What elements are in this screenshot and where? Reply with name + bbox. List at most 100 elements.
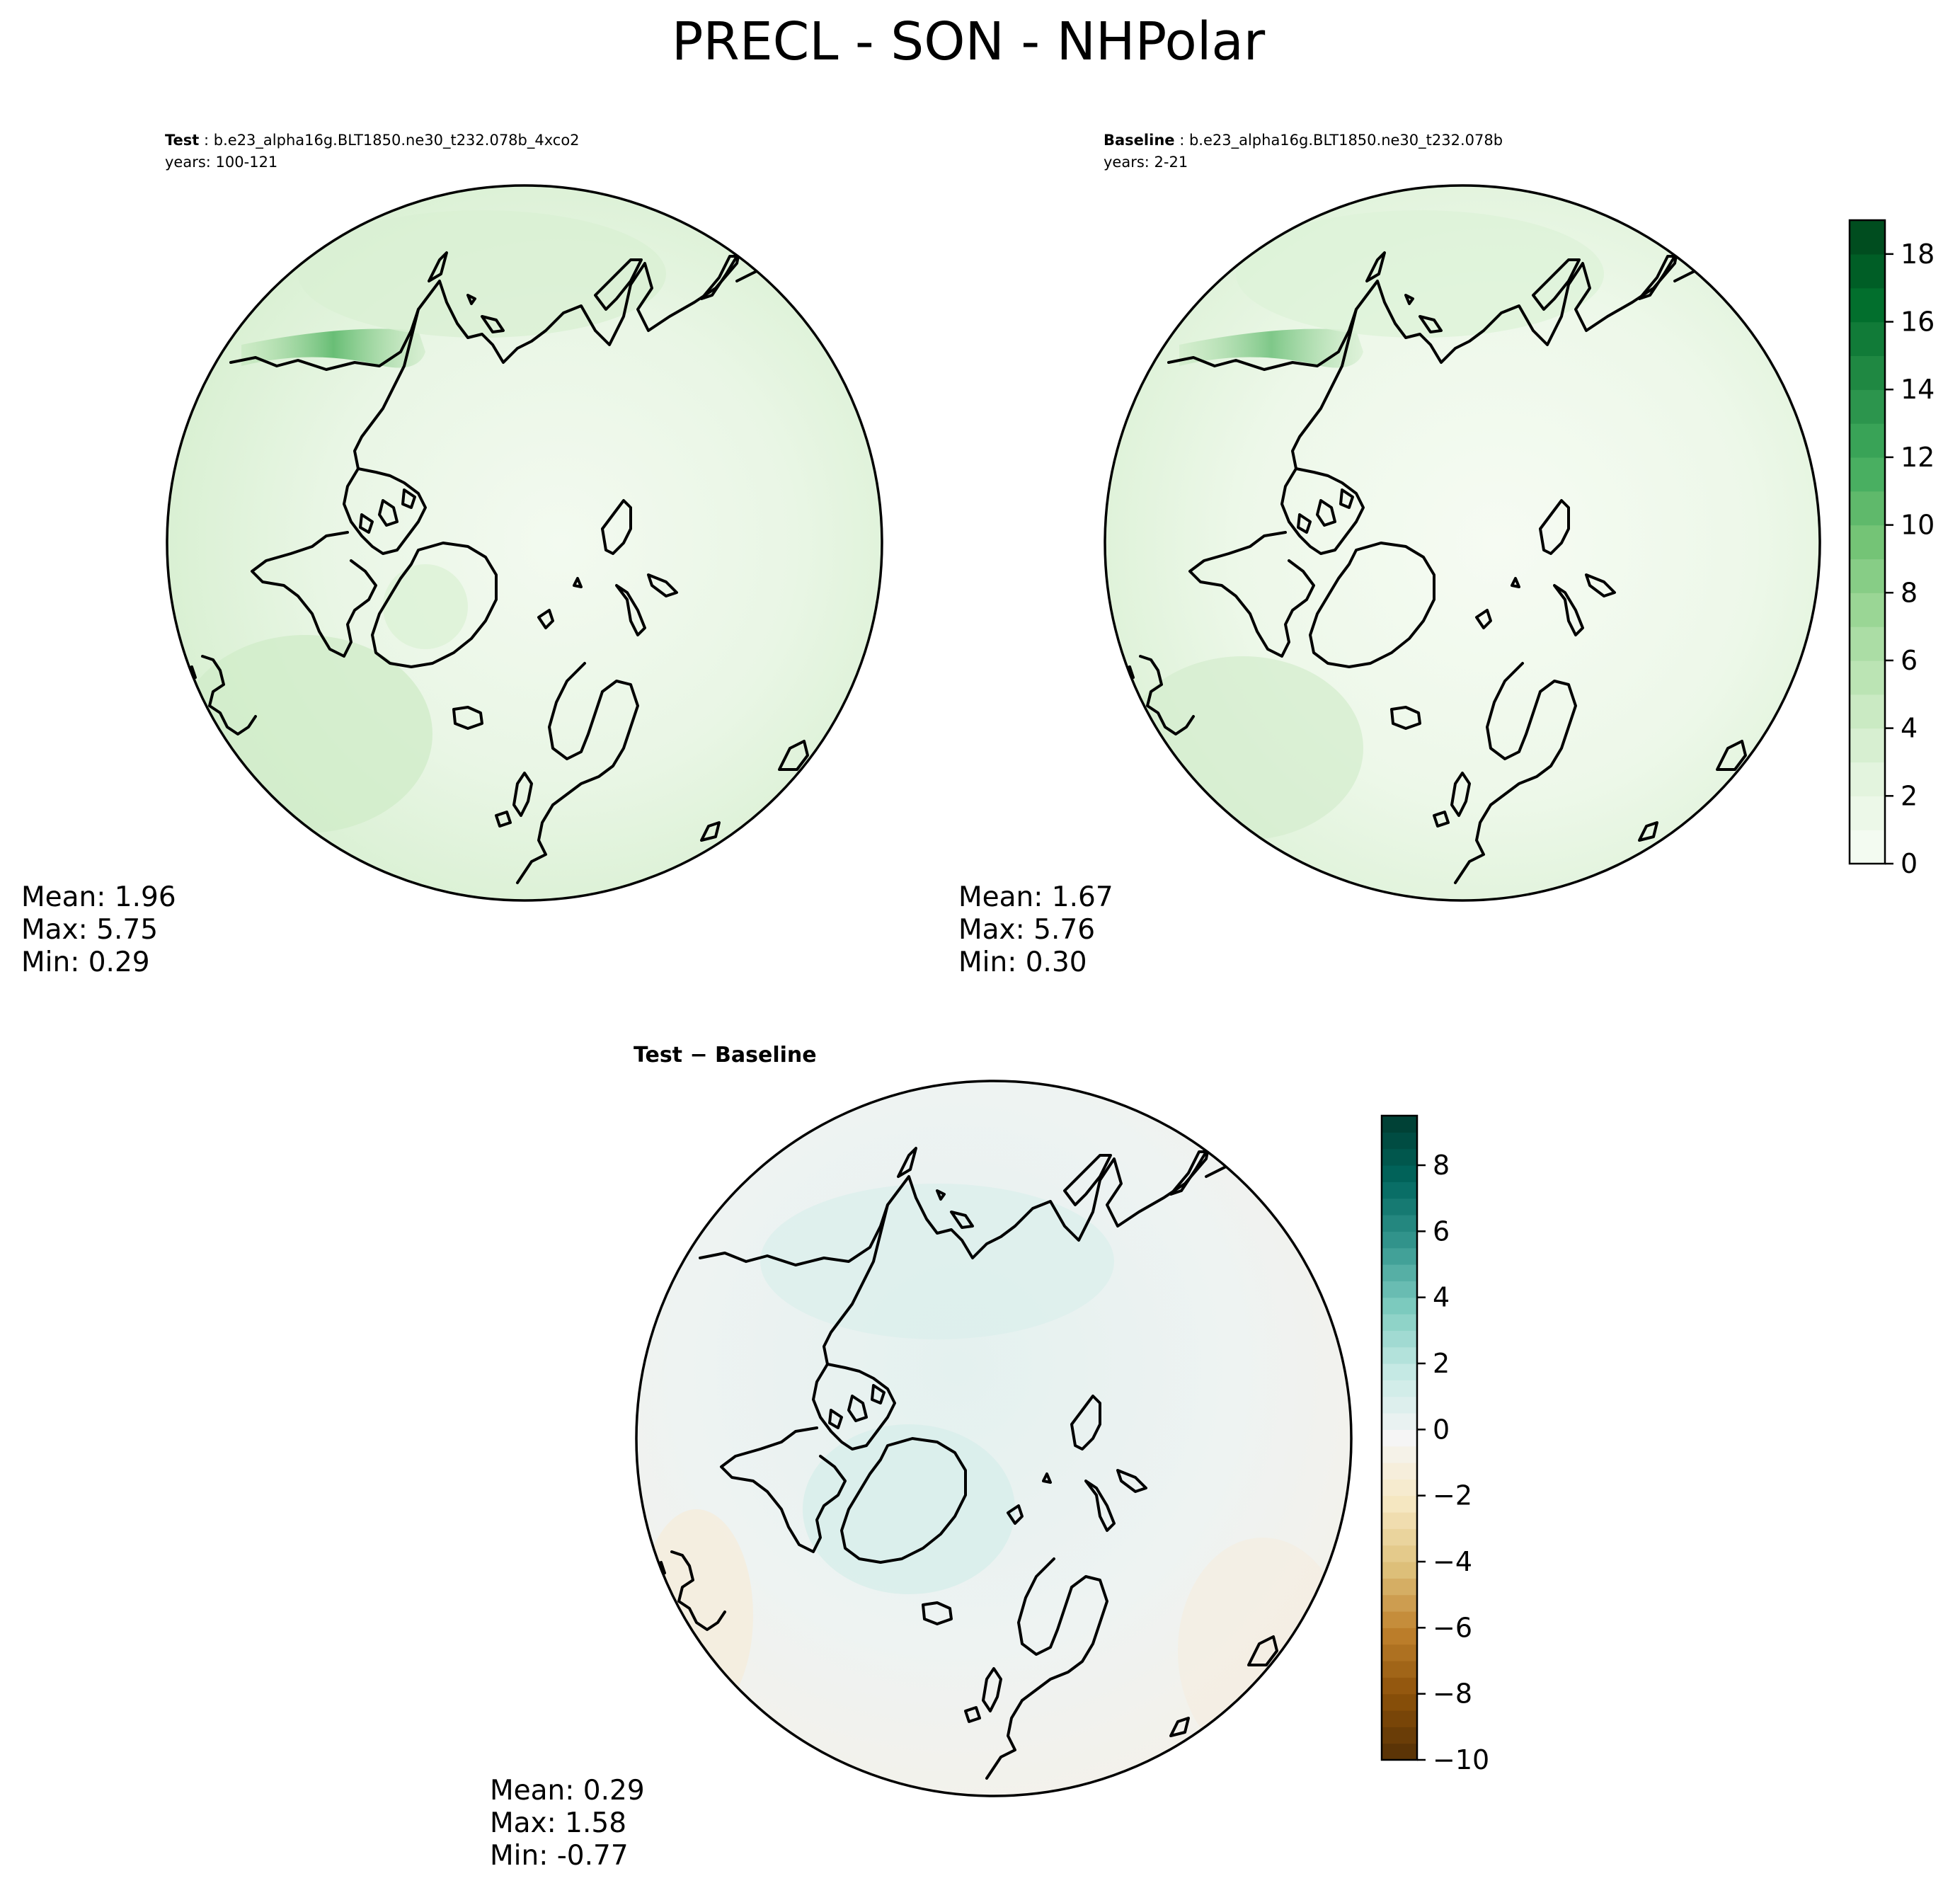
colorbar-band — [1850, 389, 1885, 424]
colorbar-band — [1382, 1545, 1417, 1562]
colorbar-tick-label: 0 — [1901, 848, 1918, 879]
baseline-case-name: b.e23_alpha16g.BLT1850.ne30_t232.078b — [1189, 132, 1503, 149]
colorbar-tick-label: 6 — [1433, 1215, 1450, 1247]
colorbar-band — [1850, 321, 1885, 356]
baseline-case-separator: : — [1175, 132, 1189, 149]
diff-min: Min: -0.77 — [490, 1840, 629, 1872]
colorbar-band — [1850, 559, 1885, 593]
baseline-years: years: 2-21 — [1104, 154, 1188, 171]
colorbar-tick-label: 12 — [1901, 442, 1935, 473]
colorbar-tick-label: −6 — [1433, 1612, 1472, 1643]
diff-map — [635, 1080, 1353, 1797]
colorbar-band — [1382, 1281, 1417, 1298]
colorbar-band — [1850, 220, 1885, 255]
colorbar-band — [1382, 1611, 1417, 1628]
test-header-line1: Test : b.e23_alpha16g.BLT1850.ne30_t232.… — [165, 132, 580, 149]
baseline-max: Max: 5.76 — [958, 914, 1095, 946]
colorbar-band — [1850, 830, 1885, 864]
colorbar-band — [1382, 1247, 1417, 1265]
colorbar-band — [1850, 355, 1885, 390]
colorbar-band — [1382, 1710, 1417, 1727]
test-min: Min: 0.29 — [21, 946, 150, 978]
colorbar-band — [1382, 1528, 1417, 1546]
colorbar-band — [1850, 762, 1885, 796]
colorbar-band — [1382, 1578, 1417, 1596]
colorbar-band — [1382, 1594, 1417, 1612]
colorbar-band — [1850, 491, 1885, 526]
colorbar-tick-label: −4 — [1433, 1546, 1472, 1577]
colorbar-band — [1382, 1479, 1417, 1497]
colorbar-band — [1850, 253, 1885, 289]
baseline-label: Baseline — [1104, 132, 1175, 149]
colorbar-band — [1382, 1562, 1417, 1579]
diff-mean: Mean: 0.29 — [490, 1775, 645, 1807]
colorbar-band — [1382, 1463, 1417, 1480]
colorbar-band — [1382, 1346, 1417, 1364]
colorbar-band — [1850, 457, 1885, 492]
test-case-separator: : — [199, 132, 213, 149]
colorbar-band — [1850, 796, 1885, 830]
colorbar-absolute-ticks: 0 2 4 6 8 10 12 14 16 18 — [1885, 239, 1935, 879]
test-label: Test — [165, 132, 199, 149]
colorbar-tick-label: −8 — [1433, 1678, 1472, 1710]
colorbar-tick-label: −2 — [1433, 1480, 1472, 1511]
colorbar-band — [1382, 1693, 1417, 1711]
colorbar-band — [1382, 1215, 1417, 1232]
test-years: years: 100-121 — [165, 154, 277, 171]
colorbar-tick-label: 4 — [1433, 1282, 1450, 1313]
colorbar-tick-label: 16 — [1901, 307, 1935, 338]
colorbar-band — [1850, 593, 1885, 627]
colorbar-tick-label: 18 — [1901, 239, 1935, 270]
colorbar-band — [1382, 1495, 1417, 1513]
test-mean: Mean: 1.96 — [21, 881, 176, 913]
diff-title: Test − Baseline — [634, 1043, 817, 1068]
colorbar-difference-bands — [1382, 1116, 1417, 1761]
test-case-name: b.e23_alpha16g.BLT1850.ne30_t232.078b_4x… — [214, 132, 580, 149]
baseline-panel: Baseline : b.e23_alpha16g.BLT1850.ne30_t… — [958, 132, 1821, 978]
colorbar-tick-label: 4 — [1901, 713, 1918, 744]
baseline-mean: Mean: 1.67 — [958, 881, 1113, 913]
colorbar-band — [1850, 287, 1885, 323]
colorbar-band — [1850, 423, 1885, 458]
colorbar-band — [1382, 1661, 1417, 1678]
colorbar-band — [1382, 1264, 1417, 1281]
colorbar-tick-label: 2 — [1901, 780, 1918, 811]
colorbar-band — [1382, 1182, 1417, 1199]
colorbar-tick-label: −10 — [1433, 1744, 1489, 1775]
colorbar-tick-label: 0 — [1433, 1414, 1450, 1445]
figure-title: PRECL - SON - NHPolar — [672, 11, 1266, 72]
colorbar-band — [1382, 1627, 1417, 1645]
colorbar-band — [1382, 1644, 1417, 1661]
colorbar-band — [1382, 1330, 1417, 1348]
colorbar-band — [1382, 1396, 1417, 1414]
colorbar-difference-ticks: −10 −8 −6 −4 −2 0 2 4 6 8 — [1417, 1150, 1489, 1775]
test-max: Max: 5.75 — [21, 914, 158, 946]
test-panel: Test : b.e23_alpha16g.BLT1850.ne30_t232.… — [21, 132, 883, 978]
colorbar-tick-label: 10 — [1901, 510, 1935, 541]
colorbar-band — [1850, 525, 1885, 560]
colorbar-band — [1382, 1148, 1417, 1166]
colorbar-band — [1382, 1297, 1417, 1315]
colorbar-band — [1382, 1165, 1417, 1182]
colorbar-band — [1382, 1413, 1417, 1430]
colorbar-absolute-bands — [1850, 220, 1885, 864]
colorbar-band — [1382, 1380, 1417, 1397]
colorbar-band — [1382, 1132, 1417, 1150]
colorbar-band — [1850, 728, 1885, 763]
colorbar-tick-label: 8 — [1433, 1150, 1450, 1181]
baseline-header-line1: Baseline : b.e23_alpha16g.BLT1850.ne30_t… — [1104, 132, 1503, 149]
colorbar-band — [1382, 1116, 1417, 1133]
colorbar-band — [1382, 1314, 1417, 1331]
colorbar-difference: −10 −8 −6 −4 −2 0 2 4 6 8 — [1380, 1114, 1489, 1775]
baseline-map — [1104, 184, 1821, 902]
colorbar-band — [1382, 1727, 1417, 1744]
test-map — [166, 184, 883, 902]
colorbar-band — [1382, 1429, 1417, 1447]
colorbar-band — [1382, 1231, 1417, 1249]
colorbar-band — [1382, 1198, 1417, 1215]
baseline-min: Min: 0.30 — [958, 946, 1087, 978]
colorbar-band — [1382, 1512, 1417, 1529]
colorbar-band — [1382, 1446, 1417, 1463]
colorbar-band — [1382, 1743, 1417, 1761]
colorbar-band — [1850, 660, 1885, 695]
